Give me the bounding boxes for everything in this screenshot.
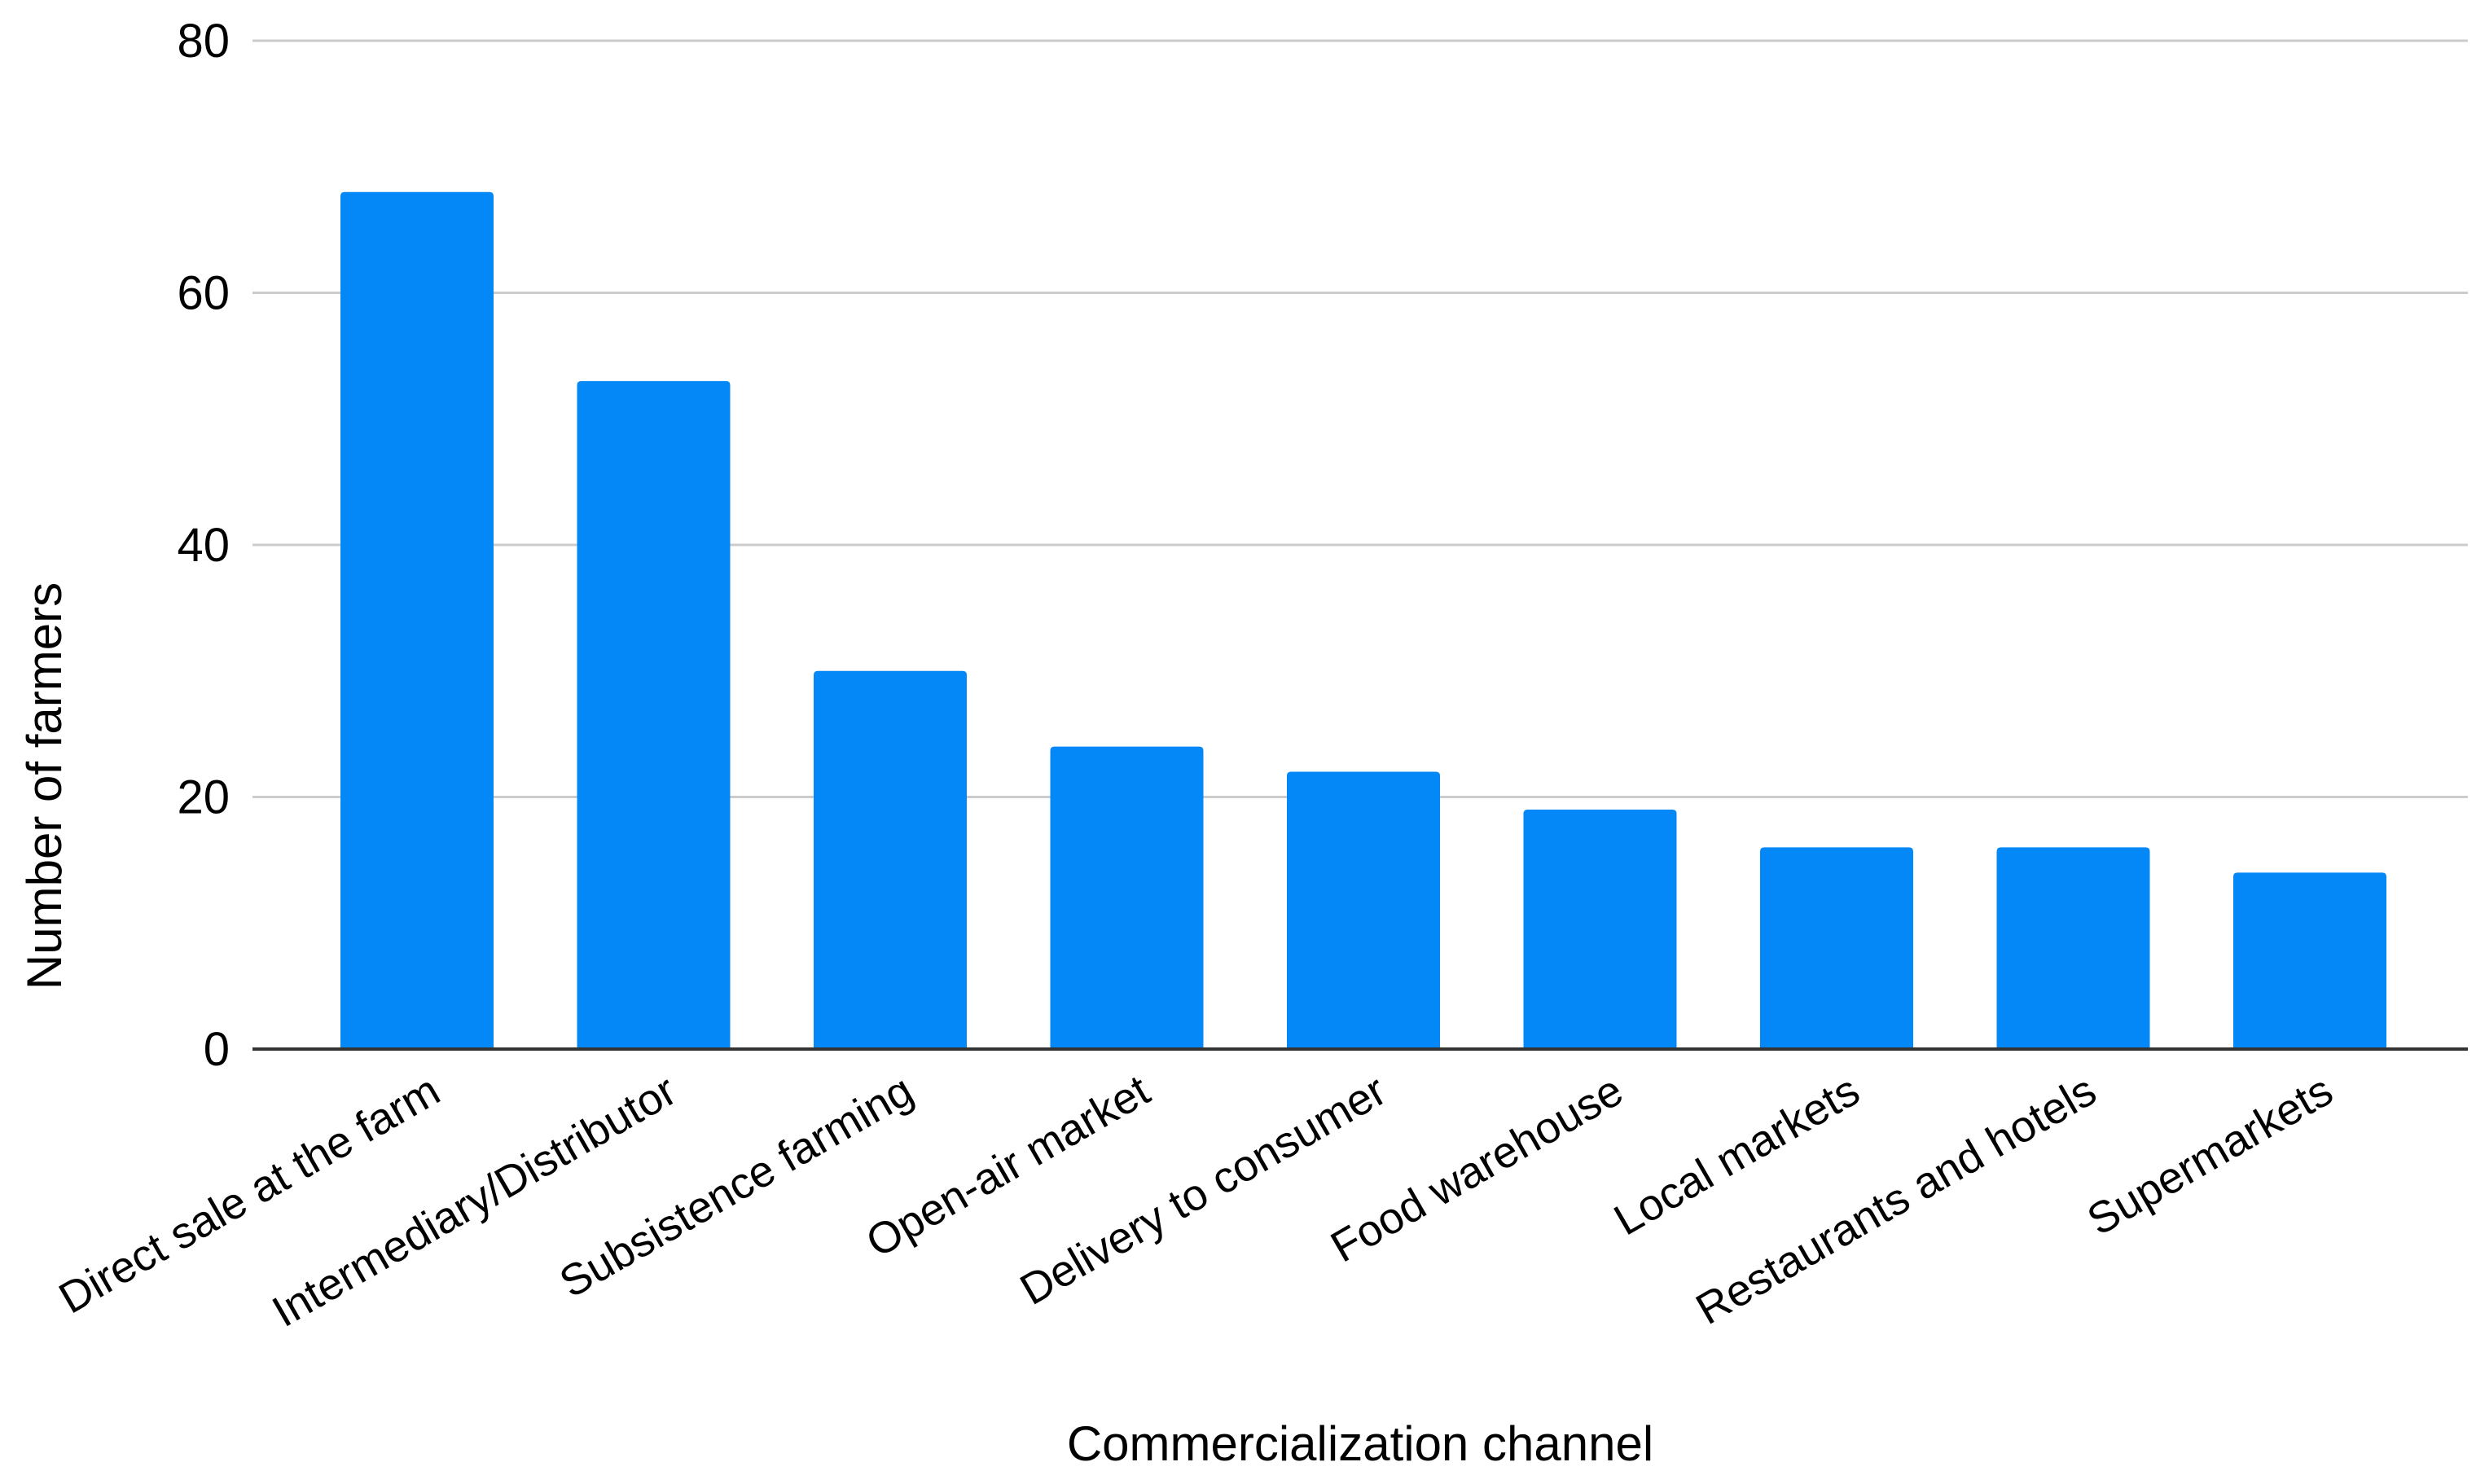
y-tick-label: 40	[177, 519, 230, 572]
x-tick-label: Direct sale at the farm	[51, 1065, 448, 1323]
bar	[1523, 809, 1677, 1049]
bar	[1996, 847, 2150, 1049]
y-axis-title: Number of farmers	[17, 582, 72, 990]
bar	[1760, 847, 1913, 1049]
bar	[1050, 746, 1204, 1049]
bar	[2233, 872, 2386, 1049]
x-tick-label: Intermediary/Distributor	[264, 1065, 684, 1337]
y-tick-label: 60	[177, 267, 230, 320]
x-tick-label: Supermarkets	[2079, 1065, 2341, 1245]
bar	[814, 670, 967, 1049]
x-axis-title: Commercialization channel	[1067, 1416, 1653, 1471]
y-tick-label: 80	[177, 15, 230, 68]
y-tick-label: 20	[177, 771, 230, 824]
bar	[577, 380, 731, 1049]
y-tick-label: 0	[204, 1023, 230, 1076]
bar	[340, 191, 494, 1050]
bar	[1287, 771, 1440, 1049]
y-tick-labels: 0 20 40 60 80	[177, 15, 230, 1076]
x-tick-label: Restaurants and hotels	[1688, 1065, 2105, 1334]
x-tick-labels: Direct sale at the farmIntermediary/Dist…	[51, 1065, 2341, 1337]
bars	[340, 191, 2386, 1050]
